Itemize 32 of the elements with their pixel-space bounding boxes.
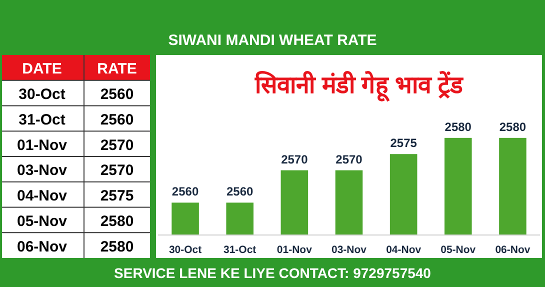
text: SERVICE LENE KE LIYE CONTACT: 9729757540 bbox=[114, 265, 432, 281]
data-label: 2570 bbox=[281, 152, 308, 166]
text: DATE bbox=[22, 60, 62, 78]
data-label: 2580 bbox=[444, 120, 472, 134]
text: RATE bbox=[97, 60, 137, 78]
x-tick-label: 04-Nov bbox=[386, 244, 422, 256]
chart-title: SIWANI MANDI WHEAT RATE bbox=[168, 32, 377, 49]
data-label: 2570 bbox=[336, 152, 363, 166]
category-label: 30-Oct bbox=[18, 86, 66, 104]
text: सिवानी मंडी गेहू भाव ट्रेंड bbox=[254, 71, 464, 102]
x-tick-label: 30-Oct bbox=[168, 244, 202, 256]
x-tick-label: 03-Nov bbox=[331, 244, 367, 256]
x-tick-label: 01-Nov bbox=[276, 244, 312, 256]
data-label: 2560 bbox=[100, 111, 134, 128]
x-tick-label: 05-Nov bbox=[440, 244, 476, 256]
data-label: 2575 bbox=[390, 136, 418, 150]
category-label: 04-Nov bbox=[16, 188, 68, 205]
data-label: 2560 bbox=[100, 86, 134, 104]
data-label: 2580 bbox=[100, 212, 134, 230]
data-label: 2560 bbox=[226, 184, 254, 199]
x-tick-label: 31-Oct bbox=[224, 244, 257, 256]
category-label: 05-Nov bbox=[16, 212, 68, 230]
data-label: 2560 bbox=[172, 184, 199, 199]
data-label: 2570 bbox=[100, 162, 134, 180]
category-label: 31-Oct bbox=[18, 111, 66, 128]
data-label: 2580 bbox=[100, 238, 134, 256]
category-label: 03-Nov bbox=[16, 162, 68, 180]
data-label: 2575 bbox=[100, 188, 134, 205]
x-tick-label: 06-Nov bbox=[495, 244, 530, 256]
data-label: 2580 bbox=[499, 120, 526, 134]
category-label: 01-Nov bbox=[16, 136, 68, 154]
data-label: 2570 bbox=[100, 136, 134, 154]
